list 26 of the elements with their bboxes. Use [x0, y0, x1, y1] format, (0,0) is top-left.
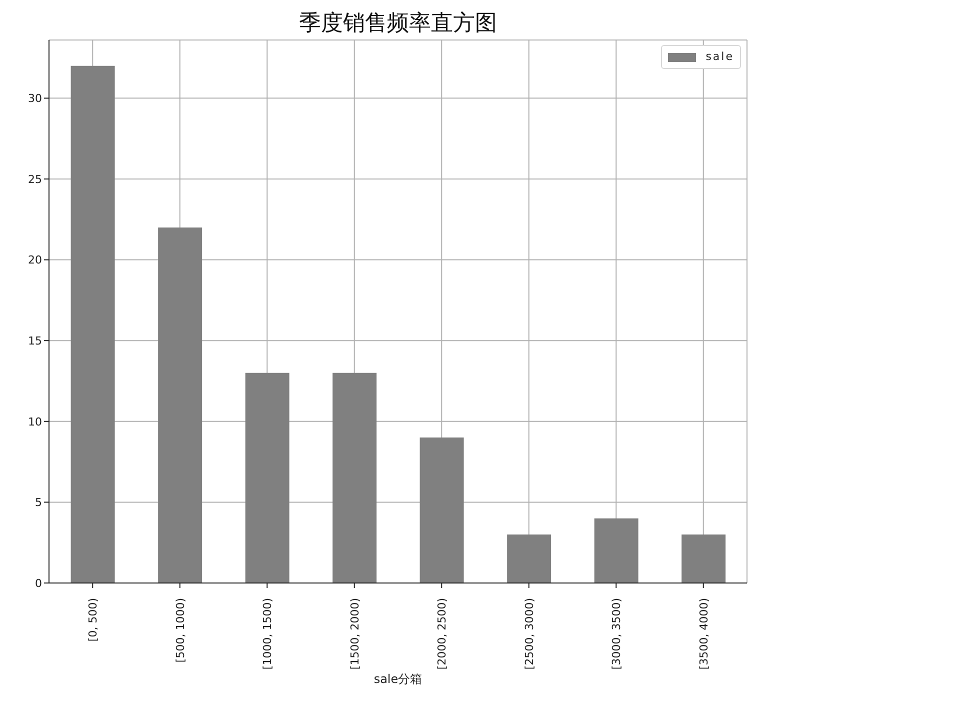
x-tick-label: [1000, 1500)	[260, 598, 274, 670]
x-tick-label: [3000, 3500)	[610, 598, 623, 670]
x-tick-label: [2500, 3000)	[522, 598, 536, 670]
bar	[245, 372, 290, 583]
bar	[70, 66, 115, 583]
y-tick-label: 25	[28, 172, 42, 186]
x-tick-label: [1500, 2000)	[348, 598, 361, 670]
y-tick-label: 5	[35, 496, 42, 510]
bar	[158, 227, 202, 583]
y-tick-label: 10	[28, 415, 42, 428]
bar	[594, 518, 638, 583]
bar	[332, 372, 377, 583]
chart-title: 季度销售频率直方图	[298, 10, 498, 38]
bar	[420, 438, 464, 583]
legend-label: sale	[706, 49, 734, 65]
x-tick-label: [3500, 4000)	[696, 598, 710, 670]
y-tick-label: 15	[28, 334, 42, 348]
x-axis-title: sale分箱	[374, 672, 422, 686]
y-tick-label: 20	[28, 254, 42, 267]
y-tick-label: 30	[28, 92, 42, 106]
x-tick-label: [0, 500)	[86, 598, 100, 642]
x-tick-label: [500, 1000)	[173, 598, 186, 663]
bar	[682, 534, 726, 583]
y-tick-label: 0	[35, 576, 42, 590]
x-tick-label: [2000, 2500)	[435, 598, 448, 670]
bar	[507, 534, 552, 583]
